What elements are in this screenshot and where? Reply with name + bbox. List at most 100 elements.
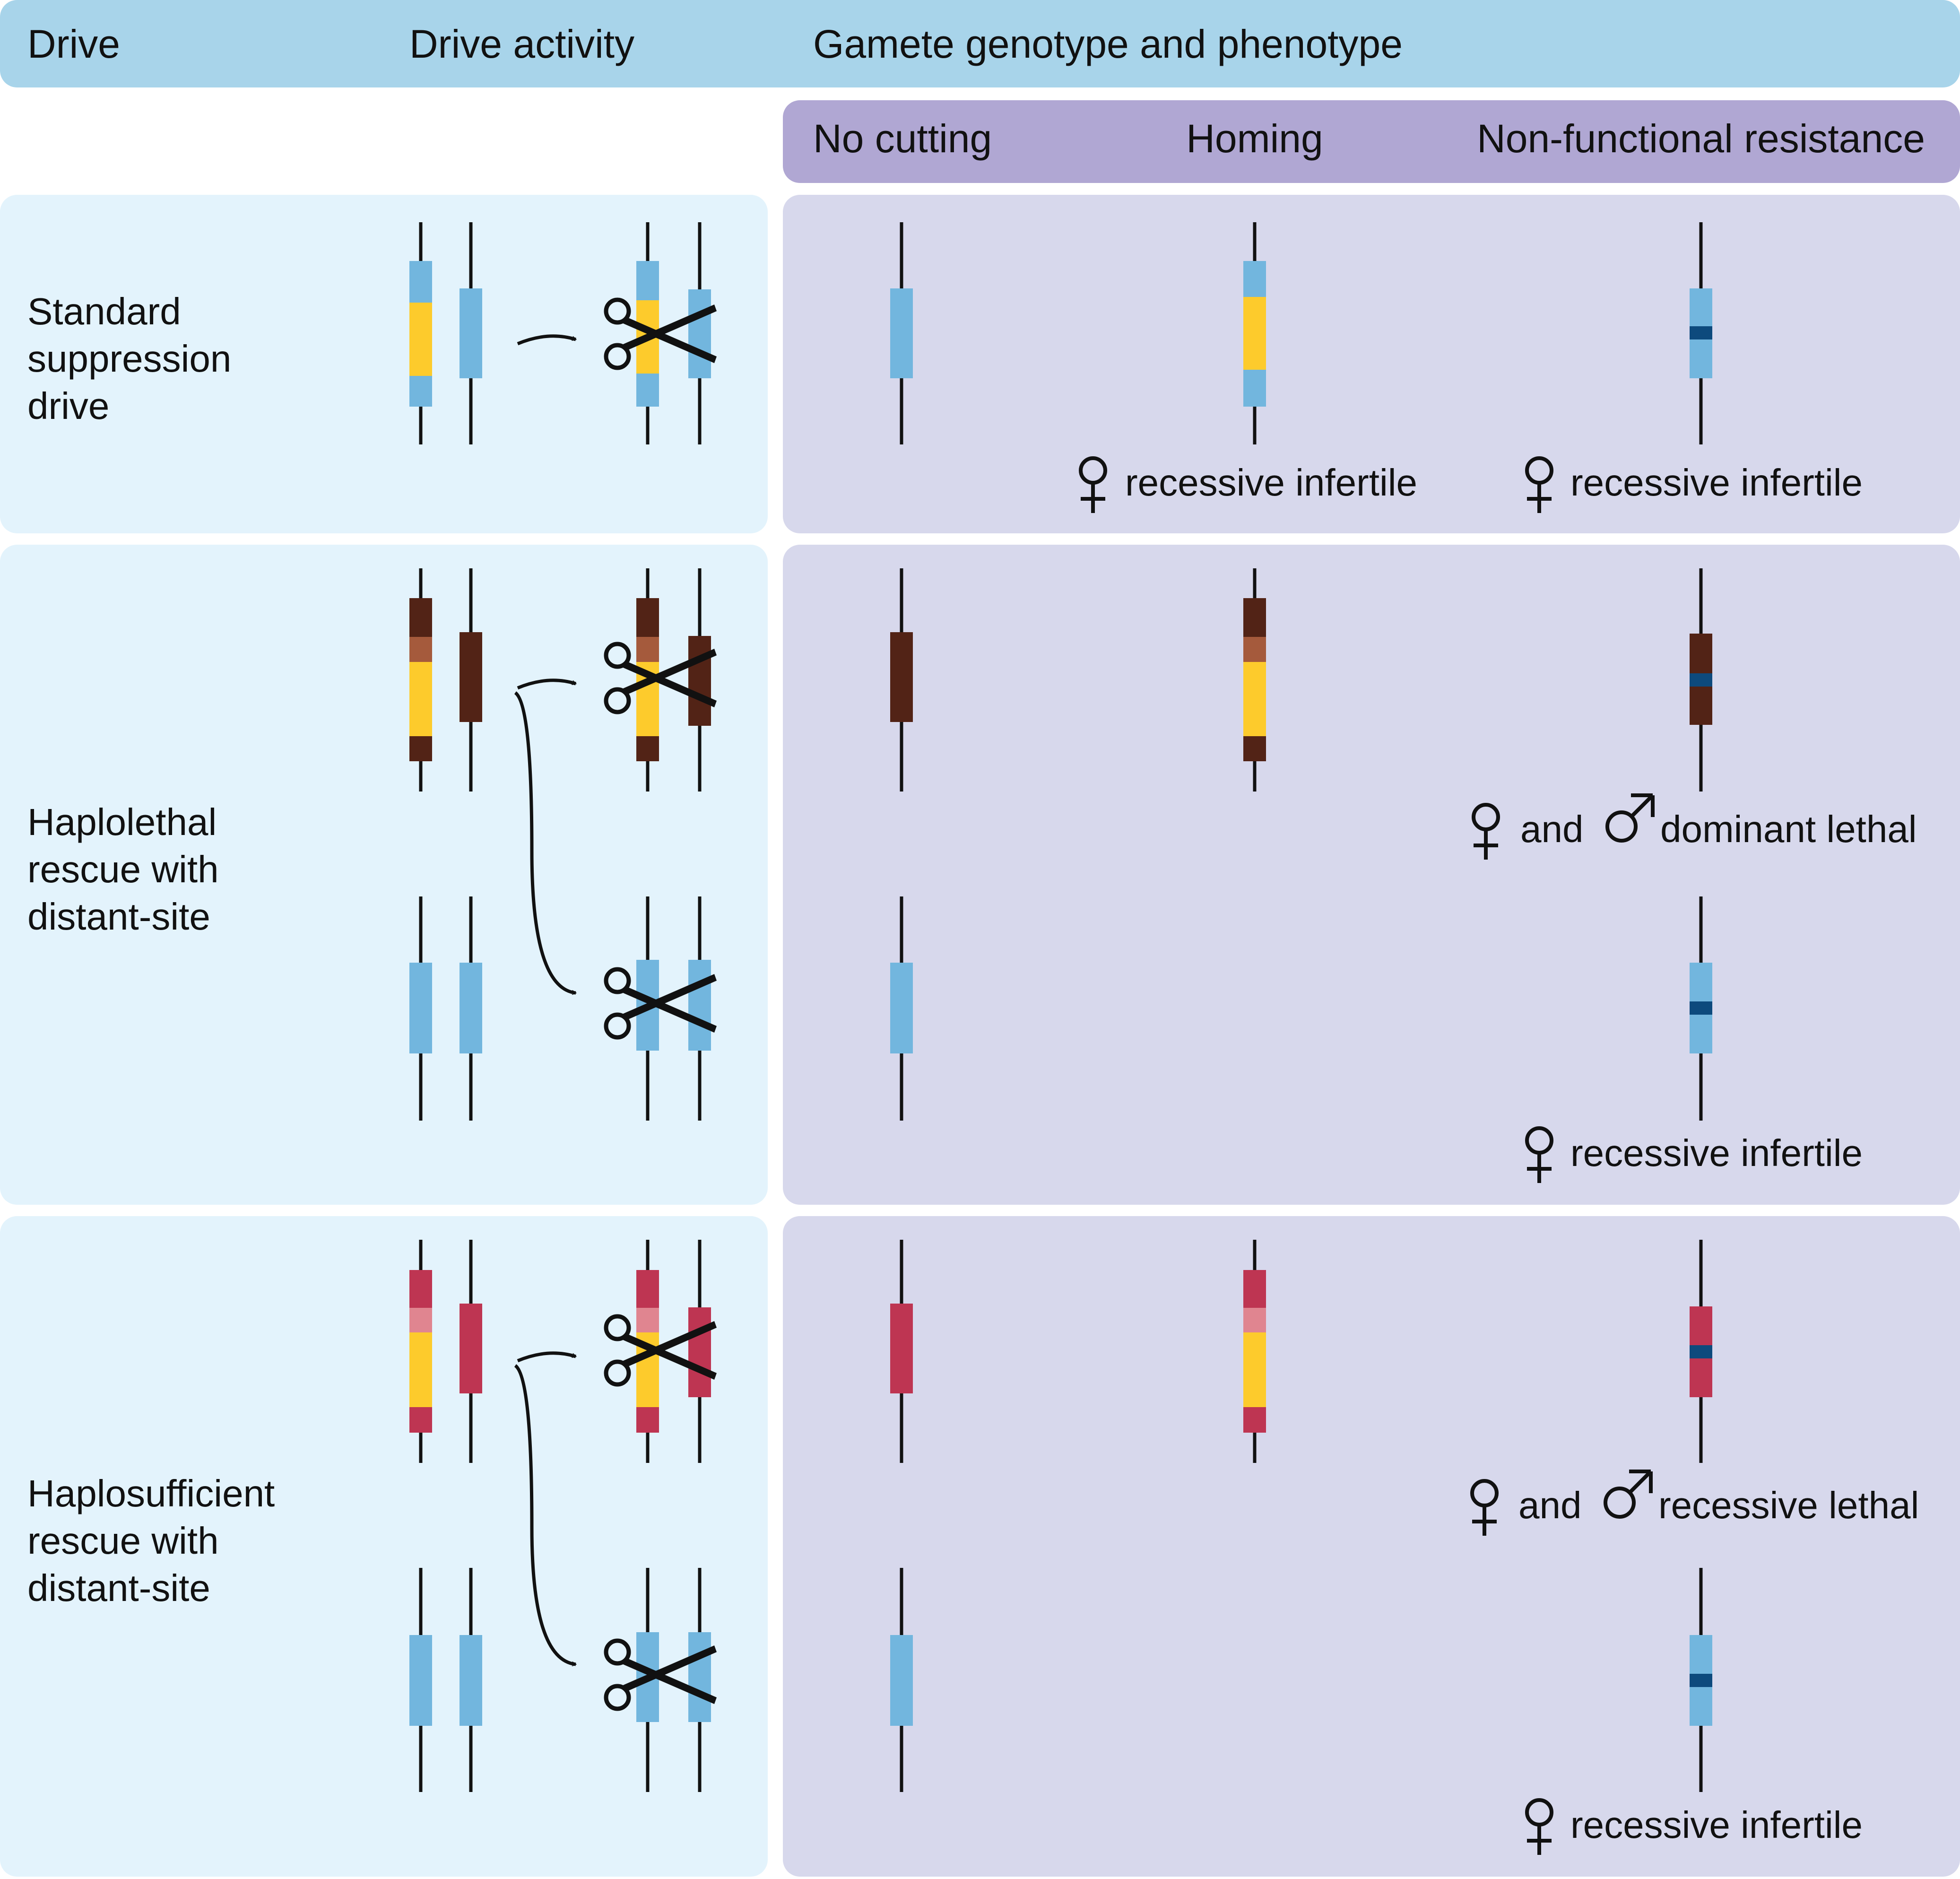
chromosome-segment [409,1332,432,1407]
chromosome-segment [409,261,432,303]
panel-standard-left [0,195,768,533]
chromosome-segment [688,636,711,726]
phenotype-homing-standard: recessive infertile [1125,461,1417,504]
phenotype-resistance-haplosufficient-and: and [1518,1484,1581,1526]
chromosome-segment [460,1635,482,1726]
chromosome-distant-haplosufficient-cut [688,1568,711,1792]
phenotype-resistance-haplolethal-and: and [1520,808,1583,850]
chromosome-segment [890,288,913,378]
chromosome-segment [409,963,432,1053]
header-gamete: Gamete genotype and phenotype [813,22,1403,66]
panel-haplolethal-left [0,545,768,1205]
chromosome-no-cutting-standard [890,222,913,444]
chromosome-segment [1243,261,1266,297]
subheader-nonfunctional: Non-functional resistance [1477,116,1925,161]
phenotype-distant-haplosufficient: recessive infertile [1570,1804,1863,1846]
subheader-bar [783,100,1960,183]
header-bar [0,0,1960,87]
chromosome-no-cutting-haplosufficient [890,1240,913,1463]
chromosome-distant-haplolethal [409,896,432,1121]
chromosome-segment [409,1407,432,1433]
arrow-icon [517,334,576,346]
chromosome-segment [1690,1687,1712,1726]
panel-standard-right [783,195,1960,533]
chromosome-no-cutting-haplolethal [890,568,913,792]
chromosome-homing-standard [1243,222,1266,444]
chromosome-segment [1690,1358,1712,1397]
arrows [514,334,576,1664]
chromosome-distant-no-cutting-haplolethal [890,896,913,1121]
chromosome-target-haplosufficient-cut [688,1240,711,1463]
chromosome-segment [1243,370,1266,407]
chromosome-segment [1243,736,1266,761]
chromosome-homing-haplolethal [1243,568,1266,792]
chromosome-segment [1243,1308,1266,1332]
chromosome-segment [636,374,659,407]
chromosome-drive-haplolethal [409,568,432,792]
chromosome-segment [636,1270,659,1308]
chromosome-segment [460,1304,482,1393]
chromosome-segment [1690,1345,1712,1358]
chromosome-segment [1243,662,1266,736]
chromosome-segment [1690,1001,1712,1015]
chromosome-segment [636,736,659,761]
chromosome-segment [1243,1270,1266,1308]
row-label-standard: Standard suppression drive [27,290,242,427]
chromosome-distant-resistance-haplolethal [1690,896,1712,1121]
chromosome-segment [409,662,432,736]
chromosome-segment [1690,1635,1712,1674]
panel-haplosufficient-right [783,1216,1960,1877]
chromosome-resistance-haplolethal [1690,568,1712,792]
chromosome-segment [1690,1306,1712,1345]
header-drive-activity: Drive activity [409,22,634,66]
chromosome-distant-resistance-haplosufficient [1690,1568,1712,1792]
chromosome-segment [1690,634,1712,673]
chromosome-target-standard-cut [688,222,711,444]
chromosome-segment [1690,687,1712,725]
panel-haplolethal-right [783,545,1960,1205]
chromosome-distant-haplolethal-cut [688,896,711,1121]
chromosome-segment [1690,339,1712,378]
chromosome-segment [409,1308,432,1332]
chromosome-segment [1690,288,1712,326]
header-drive: Drive [27,22,120,66]
phenotype-resistance-haplosufficient: recessive lethal [1658,1484,1919,1526]
chromosome-segment [409,376,432,407]
chromosome-wildtype-haplosufficient [460,1240,482,1463]
chromosome-segment [1243,1332,1266,1407]
chromosome-resistance-standard [1690,222,1712,444]
chromosome-resistance-haplosufficient [1690,1240,1712,1463]
chromosome-segment [890,1304,913,1393]
chromosome-segment [1690,1674,1712,1687]
phenotype-resistance-standard: recessive infertile [1570,461,1863,504]
chromosome-distant-haplosufficient [460,1568,482,1792]
chromosome-segment [1690,326,1712,339]
panel-haplosufficient-left [0,1216,768,1877]
subheader-homing: Homing [1186,116,1323,161]
chromosome-segment [409,1635,432,1726]
chromosomes [409,222,1712,1792]
chromosome-drive-standard [409,222,432,444]
chromosome-segment [1690,963,1712,1001]
chromosome-segment [890,632,913,722]
chromosome-segment [688,960,711,1051]
chromosome-wildtype-haplolethal [460,568,482,792]
phenotype-resistance-haplolethal: dominant lethal [1660,808,1917,850]
chromosome-segment [409,637,432,662]
chromosome-segment [460,963,482,1053]
chromosome-segment [1690,1015,1712,1053]
chromosome-segment [1243,598,1266,637]
chromosome-segment [409,736,432,761]
chromosome-segment [688,1307,711,1397]
chromosome-target-haplolethal-cut [688,568,711,792]
chromosome-segment [1690,673,1712,687]
chromosome-segment [409,303,432,376]
chromosome-segment [890,1635,913,1726]
arrow-icon [514,1364,576,1664]
phenotype-distant-haplolethal: recessive infertile [1570,1132,1863,1174]
chromosome-homing-haplosufficient [1243,1240,1266,1463]
chromosome-segment [688,1632,711,1722]
chromosome-segment [688,289,711,378]
